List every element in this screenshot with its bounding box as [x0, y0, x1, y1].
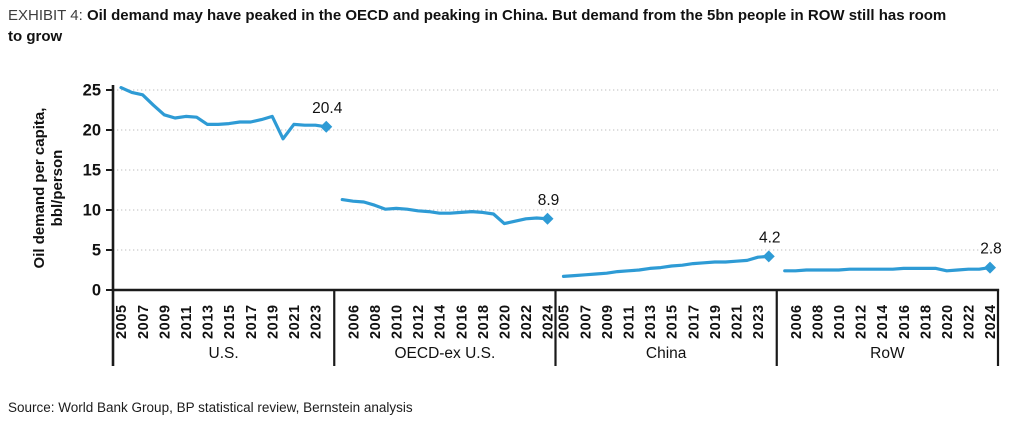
end-value-label: 20.4 — [312, 100, 343, 117]
year-tick-label: 2023 — [751, 304, 767, 339]
end-value-label: 8.9 — [538, 192, 560, 209]
year-tick-label: 2010 — [832, 304, 848, 339]
year-tick-label: 2007 — [578, 304, 594, 339]
year-tick-label: 2007 — [136, 304, 152, 339]
end-value-label: 4.2 — [759, 229, 781, 246]
year-tick-label: 2018 — [476, 304, 492, 339]
year-tick-label: 2021 — [730, 304, 746, 339]
year-tick-label: 2012 — [854, 304, 870, 339]
end-diamond-marker — [984, 261, 996, 274]
year-tick-label: 2014 — [433, 304, 449, 339]
exhibit-title: EXHIBIT 4: Oil demand may have peaked in… — [8, 6, 948, 47]
year-tick-label: 2022 — [962, 304, 978, 339]
year-tick-label: 2005 — [557, 304, 573, 339]
series-line-China — [561, 254, 771, 278]
year-tick-label: 2010 — [390, 304, 406, 339]
series-line-OECD-ex U.S. — [340, 198, 550, 226]
y-tick-label: 20 — [83, 122, 101, 140]
year-tick-label: 2022 — [519, 304, 535, 339]
end-value-label: 2.8 — [980, 241, 1002, 258]
y-tick-label: 5 — [92, 242, 101, 260]
series-line-U.S. — [119, 85, 328, 141]
year-tick-label: 2013 — [643, 304, 659, 339]
end-diamond-marker — [541, 212, 554, 225]
source-note: Source: World Bank Group, BP statistical… — [8, 400, 413, 415]
year-tick-label: 2011 — [179, 305, 195, 339]
y-tick-label: 15 — [83, 162, 101, 180]
end-diamond-marker — [320, 120, 333, 133]
year-tick-label: 2013 — [201, 304, 217, 339]
year-tick-label: 2017 — [244, 304, 260, 339]
panel-label-U.S.: U.S. — [209, 345, 239, 362]
year-tick-label: 2014 — [875, 304, 891, 339]
panel-label-RoW: RoW — [870, 345, 905, 362]
year-tick-label: 2019 — [708, 304, 724, 339]
year-tick-label: 2017 — [686, 304, 702, 339]
year-tick-label: 2008 — [810, 304, 826, 339]
year-tick-label: 2008 — [368, 304, 384, 339]
year-tick-label: 2006 — [346, 304, 362, 339]
year-tick-label: 2018 — [918, 304, 934, 339]
end-diamond-marker — [762, 250, 775, 263]
year-tick-label: 2020 — [498, 304, 514, 339]
year-tick-label: 2015 — [665, 304, 681, 339]
year-tick-label: 2011 — [622, 305, 638, 339]
exhibit-label: EXHIBIT 4: — [8, 7, 83, 24]
panel-label-OECD-ex U.S.: OECD-ex U.S. — [394, 345, 495, 362]
year-tick-label: 2015 — [222, 304, 238, 339]
panel-label-China: China — [646, 345, 687, 362]
y-tick-label: 0 — [92, 282, 101, 300]
year-tick-label: 2021 — [287, 304, 303, 339]
year-tick-label: 2020 — [940, 304, 956, 339]
y-axis-title-line2: bbl/person — [49, 150, 66, 227]
series-line-RoW — [783, 266, 992, 273]
year-tick-label: 2019 — [265, 304, 281, 339]
y-tick-label: 25 — [83, 82, 101, 100]
year-tick-label: 2016 — [897, 304, 913, 339]
year-tick-label: 2012 — [411, 304, 427, 339]
y-tick-label: 10 — [83, 202, 101, 220]
year-tick-label: 2005 — [114, 304, 130, 339]
year-tick-label: 2024 — [541, 304, 557, 339]
year-tick-label: 2023 — [309, 304, 325, 339]
year-tick-label: 2009 — [600, 304, 616, 339]
year-tick-label: 2006 — [789, 304, 805, 339]
year-tick-label: 2009 — [157, 304, 173, 339]
year-tick-label: 2016 — [454, 304, 470, 339]
year-tick-label: 2024 — [983, 304, 999, 339]
y-axis-title-line1: Oil demand per capita, — [31, 108, 48, 269]
exhibit-title-text: Oil demand may have peaked in the OECD a… — [8, 7, 947, 45]
